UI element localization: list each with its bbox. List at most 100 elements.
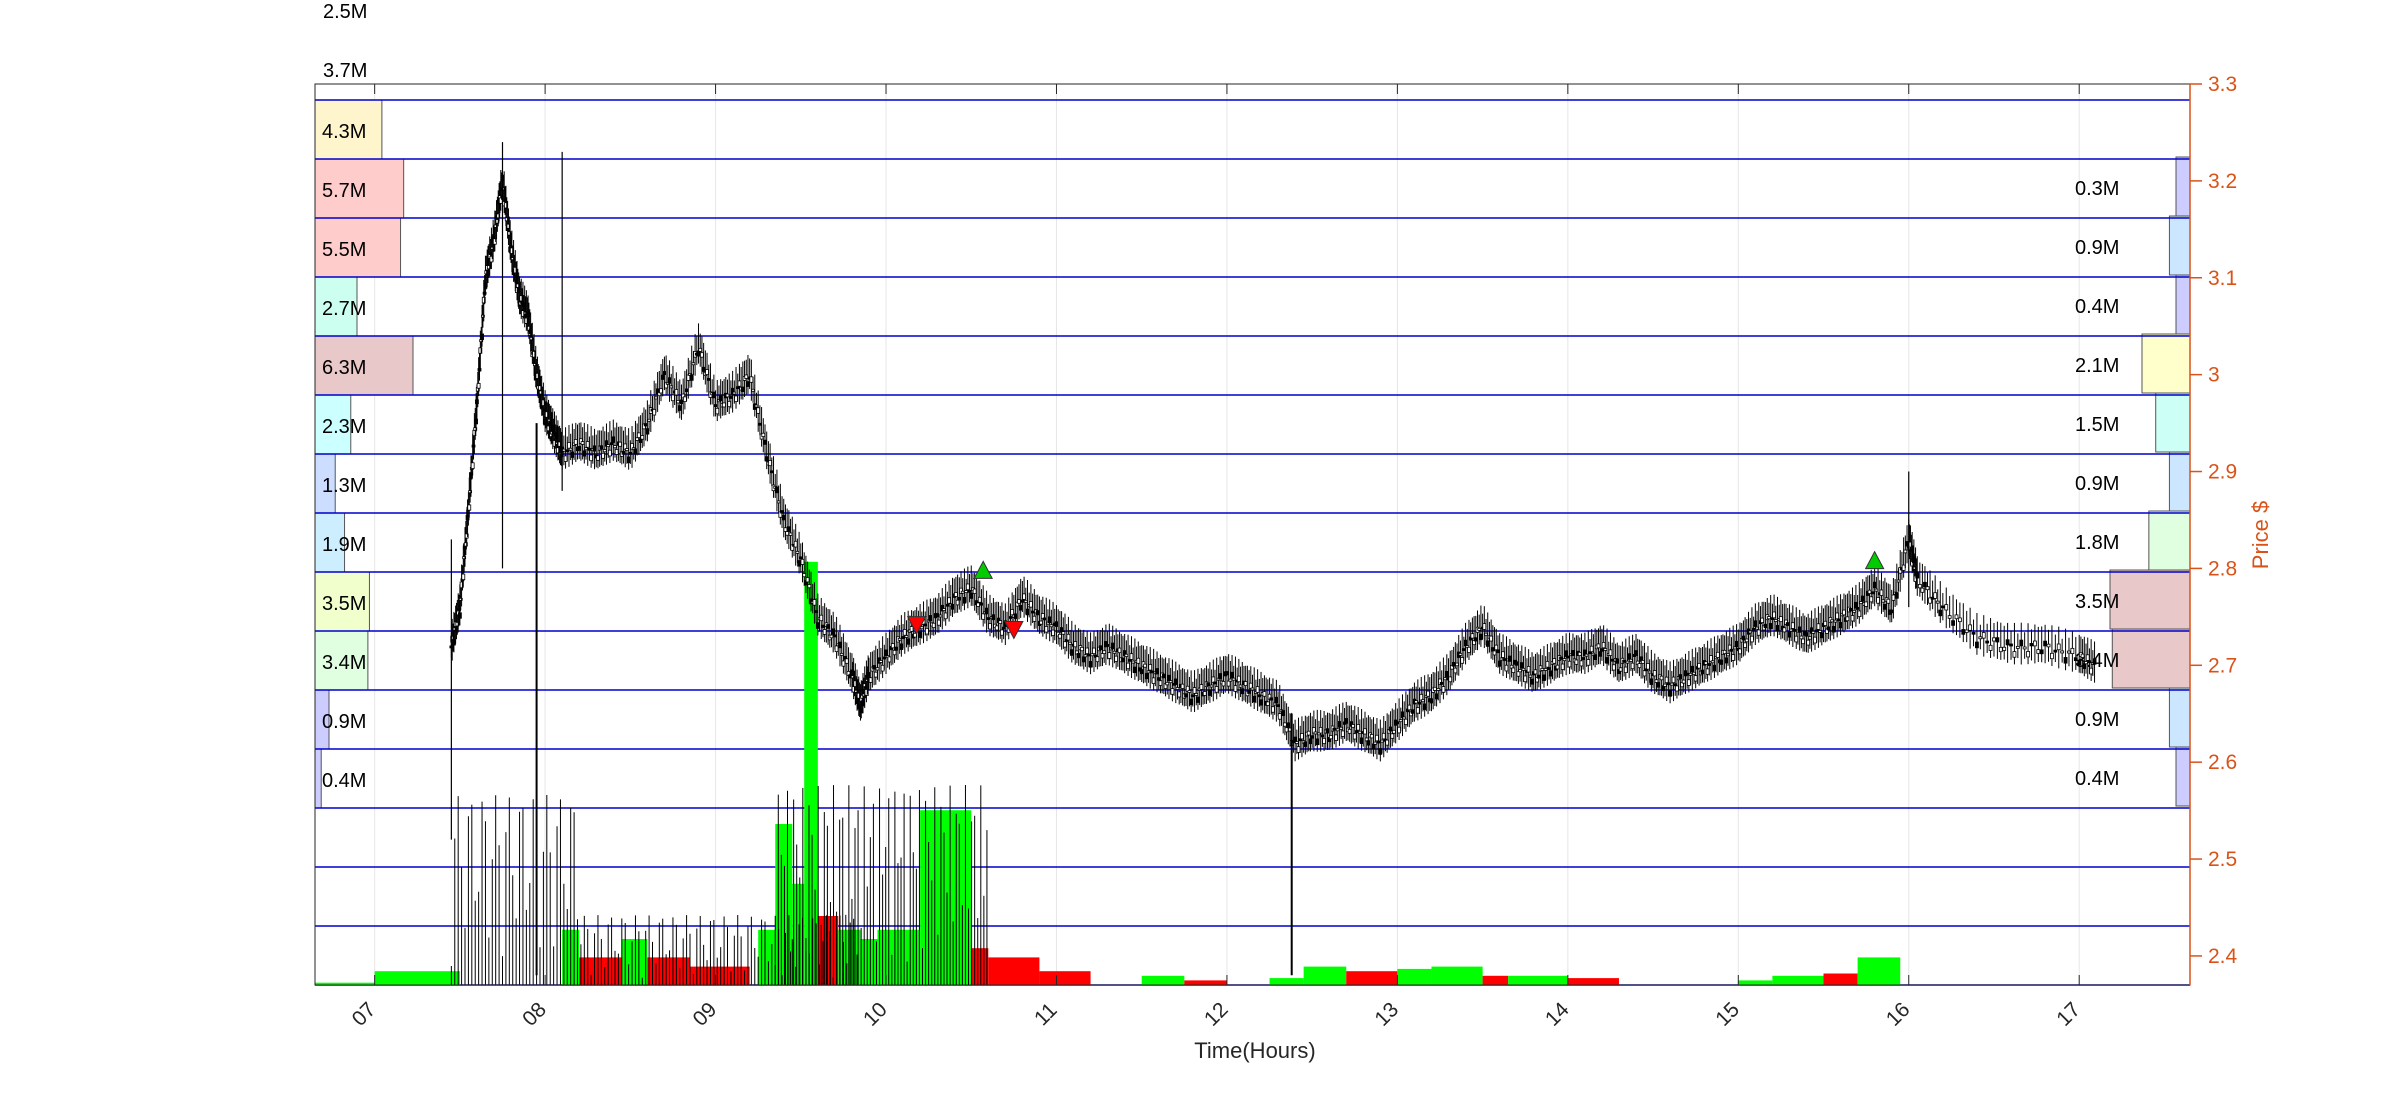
candle-body — [928, 615, 933, 622]
candle-body — [1167, 674, 1171, 682]
candle-body — [1453, 667, 1458, 674]
candle-body — [1470, 633, 1475, 639]
candle-body — [763, 439, 767, 445]
candle-body — [1035, 610, 1040, 616]
candle-body — [1173, 678, 1178, 686]
candle-body — [1226, 680, 1231, 687]
candle-body — [1518, 669, 1523, 673]
candle-body — [1811, 630, 1816, 634]
candle-body — [1136, 657, 1141, 664]
candle-body — [1738, 648, 1742, 655]
candle-body — [2077, 659, 2082, 666]
volume-bar — [1567, 978, 1619, 985]
candle-body — [677, 405, 682, 411]
candle-body — [1700, 669, 1705, 675]
y-tick-label: 2.7 — [2208, 654, 2237, 677]
candle-body — [1669, 682, 1674, 686]
candle-body — [1593, 654, 1598, 660]
candle-body — [1954, 614, 1959, 620]
candle-body — [475, 399, 479, 405]
candle-body — [1881, 599, 1886, 603]
candle-body — [1426, 690, 1430, 697]
candle-body — [882, 656, 887, 660]
candle-body — [1675, 685, 1679, 692]
candle-body — [465, 515, 470, 521]
candle-body — [1265, 701, 1270, 706]
candle-body — [1189, 698, 1194, 706]
candle-body — [1511, 667, 1516, 673]
candle-body — [1340, 730, 1345, 737]
volume-profile-right-label: 0.3M — [2075, 178, 2119, 200]
candle-body — [633, 448, 638, 455]
candle-body — [2036, 649, 2041, 654]
candle-body — [936, 619, 941, 626]
y-tick-label: 3 — [2208, 364, 2220, 387]
candle-body — [1499, 657, 1504, 661]
volume-bar — [1184, 980, 1227, 985]
candle-body — [1061, 631, 1066, 635]
candle-body — [1463, 639, 1468, 647]
candle-body — [580, 441, 585, 445]
candle-body — [1610, 658, 1615, 662]
candle-body — [1496, 649, 1500, 654]
candle-body — [979, 602, 984, 606]
candle-body — [1492, 650, 1497, 656]
candle-body — [1148, 664, 1153, 671]
candle-body — [1378, 748, 1383, 755]
candle-body — [473, 427, 478, 431]
candle-body — [884, 649, 888, 656]
volume-profile-right-label: 0.9M — [2075, 237, 2119, 259]
candle-body — [1574, 659, 1579, 665]
candle-body — [1995, 637, 2000, 643]
candle-body — [1785, 622, 1790, 626]
y-tick-label: 2.4 — [2208, 945, 2238, 968]
candle-body — [1276, 704, 1280, 708]
volume-profile-right-bar — [2175, 156, 2191, 217]
candle-body — [1325, 728, 1330, 734]
candle-body — [587, 447, 592, 451]
volume-profile-left-label: 0.9M — [322, 711, 366, 733]
candle-body — [1792, 628, 1797, 632]
volume-bar — [1269, 978, 1304, 985]
candle-body — [1816, 623, 1821, 630]
candle-body — [589, 454, 594, 462]
sell-marker — [906, 616, 927, 635]
candle-body — [2050, 652, 2054, 660]
candle-body — [652, 408, 657, 416]
candle-body — [1347, 728, 1352, 734]
candle-body — [582, 450, 587, 457]
volume-profile-right-bar — [2175, 274, 2191, 335]
candle-body — [1964, 629, 1969, 633]
candle-body — [2022, 646, 2027, 650]
candle-body — [715, 407, 720, 415]
candle-body — [1623, 666, 1628, 674]
candle-body — [659, 388, 663, 394]
candle-body — [1933, 592, 1938, 599]
candle-body — [1269, 697, 1274, 701]
candle-body — [1369, 734, 1374, 739]
candle-body — [1300, 733, 1304, 740]
candle-body — [1961, 629, 1966, 635]
candle-body — [1436, 688, 1441, 691]
candle-body — [1139, 669, 1144, 675]
candle-body — [686, 374, 691, 381]
candle-body — [607, 449, 612, 457]
candle-body — [1240, 688, 1245, 695]
candle-body — [1022, 593, 1026, 600]
y-tick-label: 2.6 — [2208, 751, 2237, 774]
candle-body — [1117, 647, 1122, 654]
y-tick-label: 3.1 — [2208, 267, 2237, 290]
candle-body — [2060, 650, 2065, 654]
candle-body — [1194, 693, 1199, 696]
candle-body — [1196, 696, 1200, 703]
candle-body — [1605, 657, 1609, 664]
candle-body — [2046, 643, 2051, 648]
candle-body — [467, 504, 472, 511]
candle-body — [1886, 598, 1891, 604]
candle-body — [471, 444, 476, 448]
candle-body — [931, 622, 936, 629]
candle-body — [1376, 740, 1381, 744]
candle-body — [998, 620, 1003, 625]
candle-body — [1642, 670, 1647, 677]
volume-profile-right-label: 0.4M — [2075, 768, 2119, 790]
